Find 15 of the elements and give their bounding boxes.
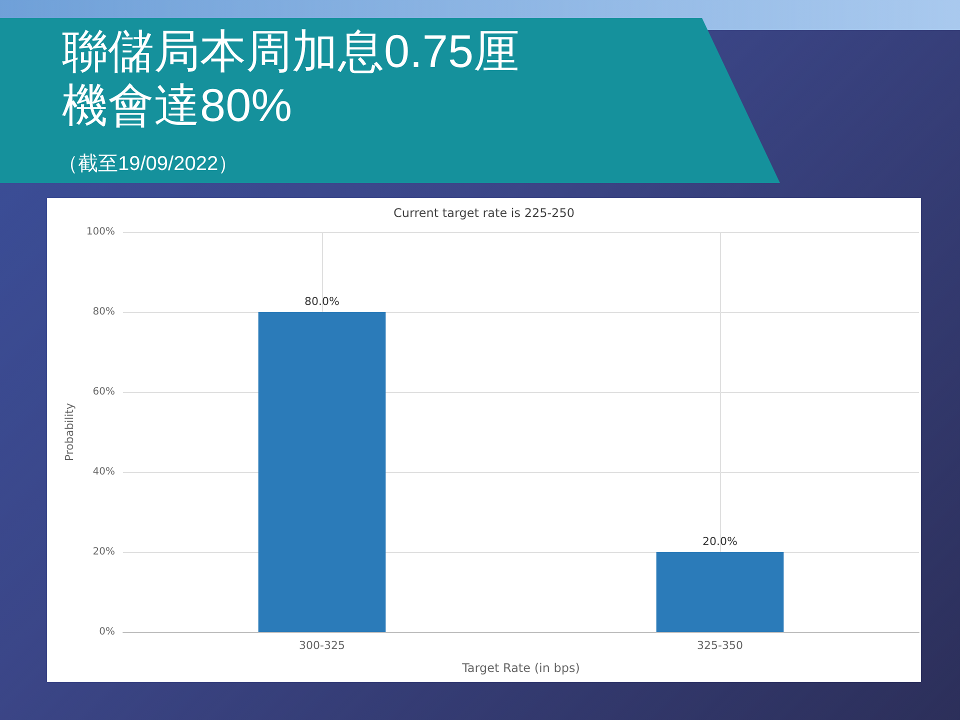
x-tick-label: 325-350 — [697, 639, 743, 652]
data-label: 80.0% — [304, 295, 340, 308]
x-axis-title: Target Rate (in bps) — [461, 661, 580, 675]
x-tick-label: 300-325 — [299, 639, 345, 652]
y-tick-label: 60% — [92, 386, 115, 398]
chart-title: 聯儲局本周加息0.75厘機會達80% — [62, 24, 521, 132]
y-tick-label: 20% — [92, 546, 115, 558]
chart-subtitle: （截至19/09/2022） — [58, 152, 238, 177]
y-tick-label: 80% — [92, 306, 115, 318]
data-label: 20.0% — [702, 535, 738, 548]
y-axis-title: Probability — [63, 402, 76, 462]
y-tick-label: 0% — [99, 626, 115, 638]
text: Current target rate is 225-250 — [394, 206, 574, 220]
y-tick-label: 40% — [92, 466, 115, 478]
y-tick-label: 100% — [86, 226, 115, 238]
